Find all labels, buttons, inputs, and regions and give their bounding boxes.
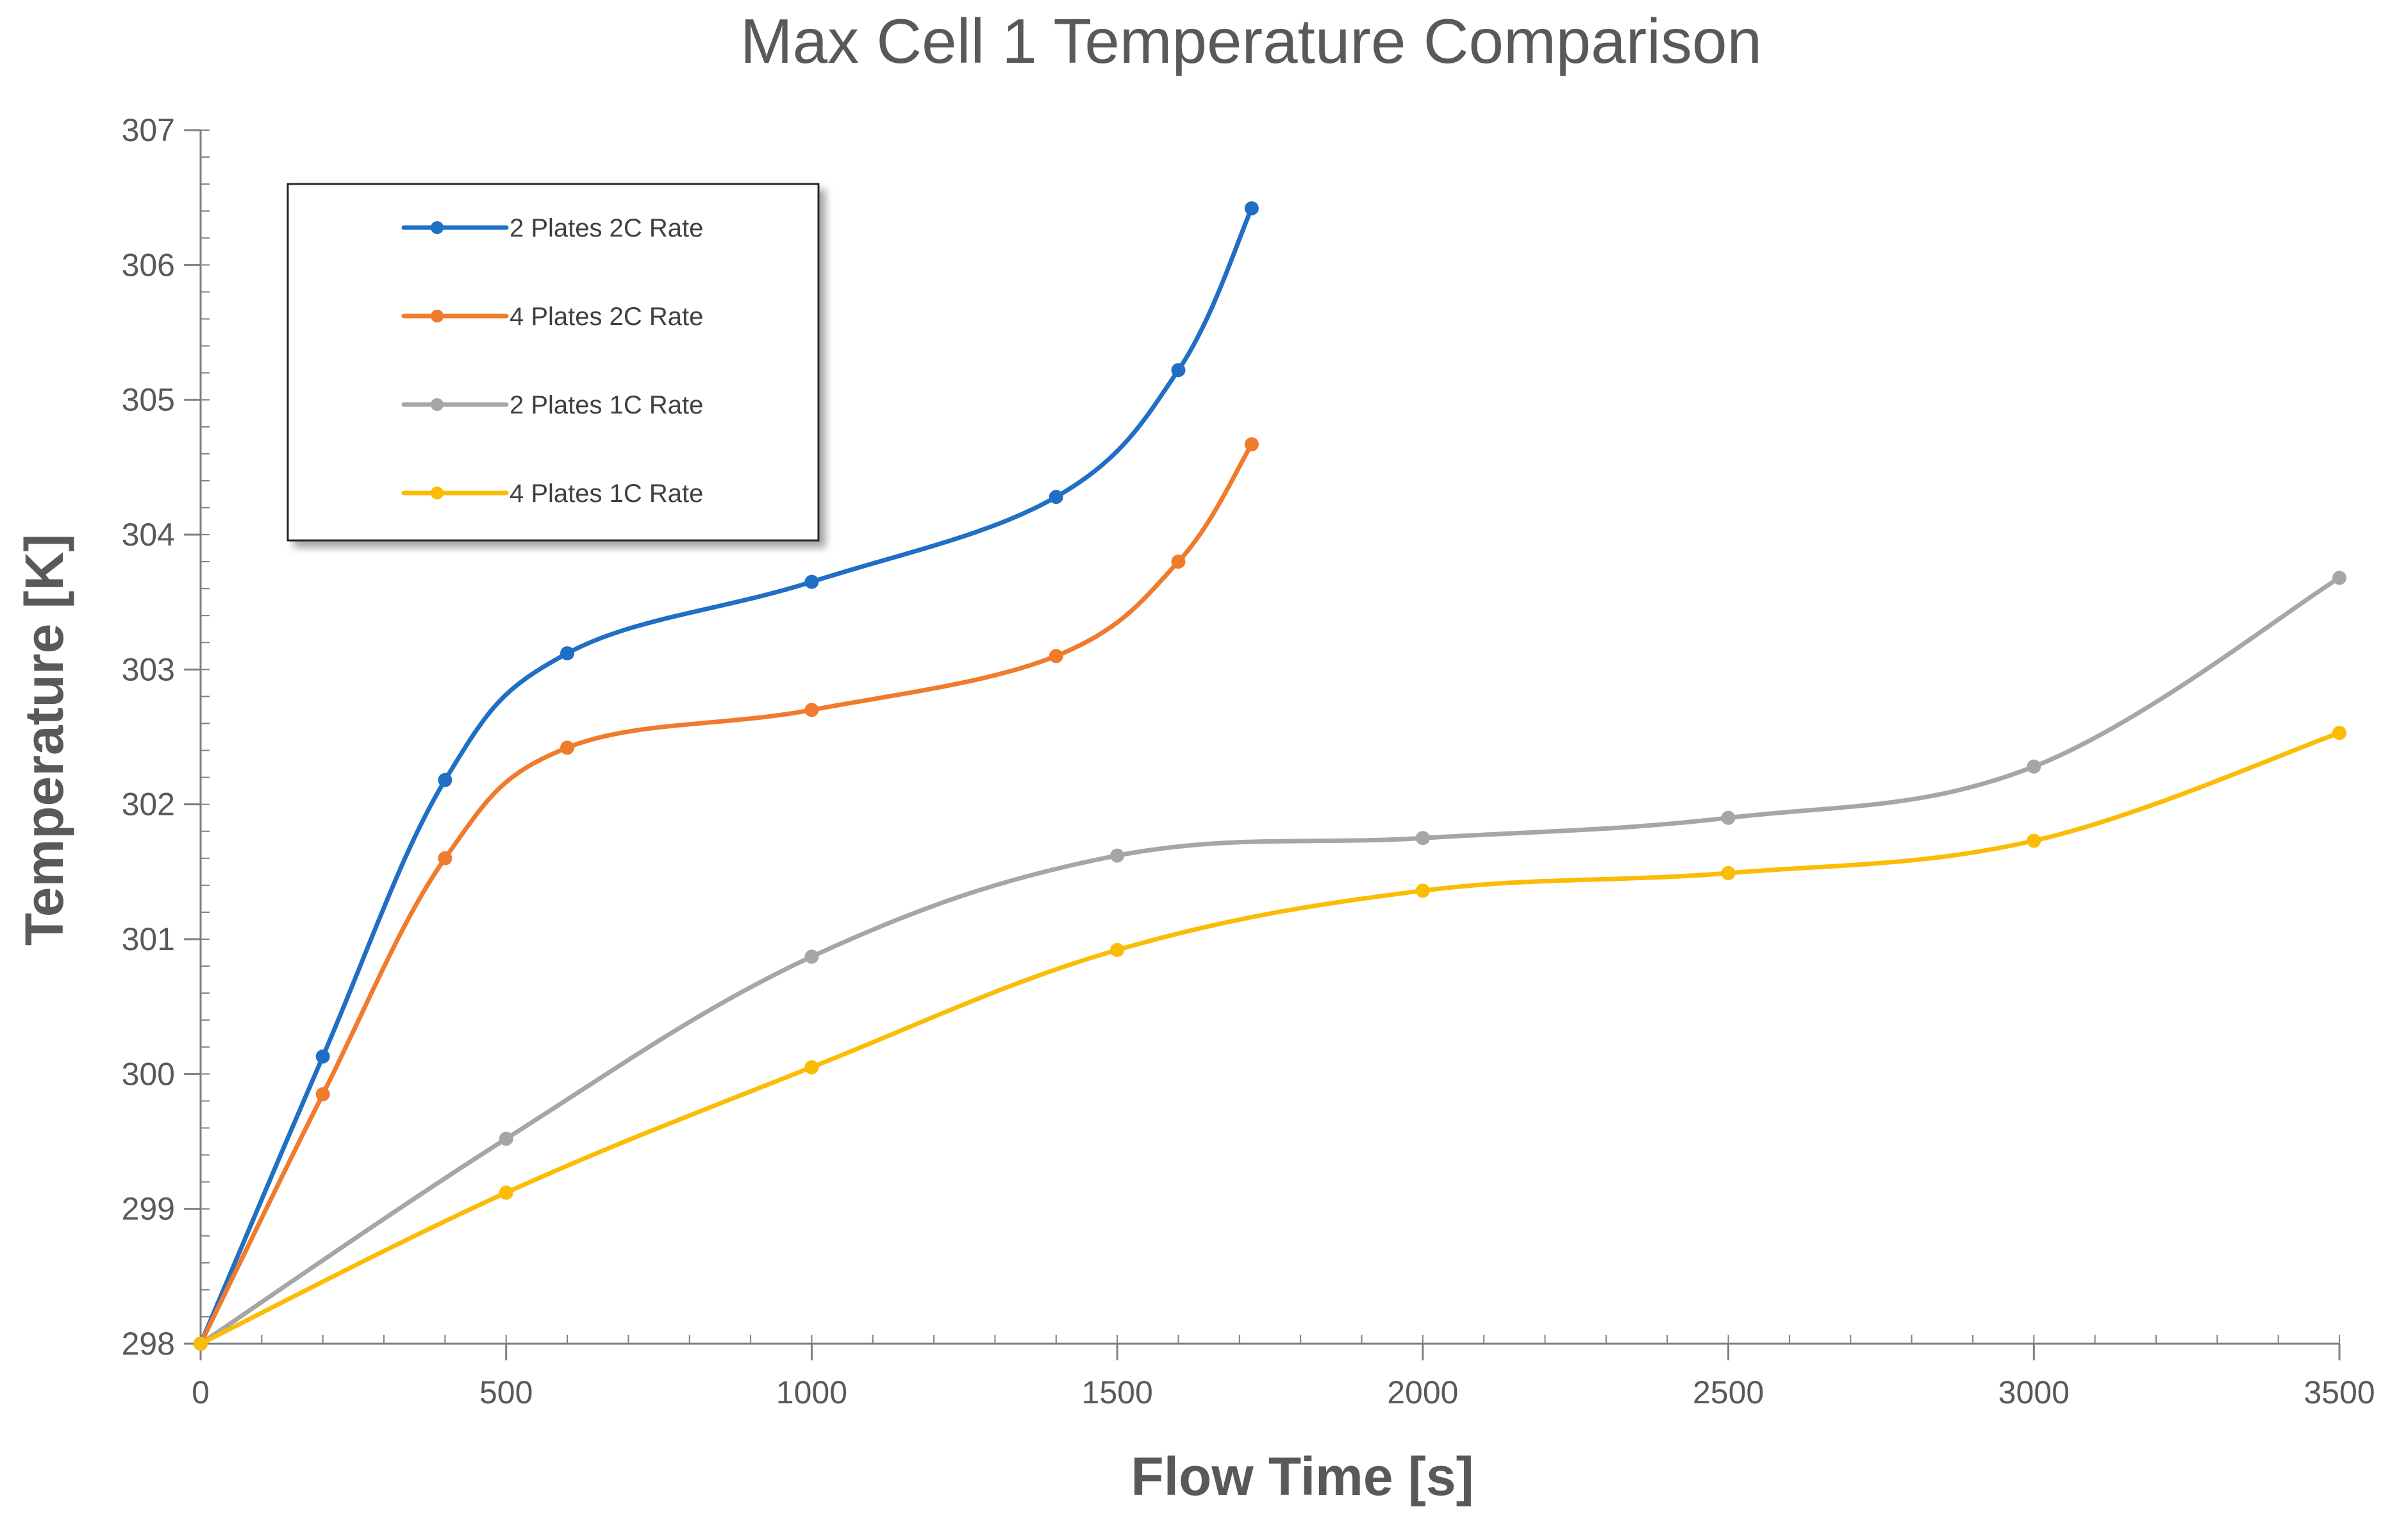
series-4 [194, 726, 2346, 1351]
series-line [198, 730, 2342, 1346]
y-tick-label: 306 [122, 247, 175, 283]
data-point [804, 1060, 819, 1074]
data-point [1415, 883, 1430, 898]
x-tick-label: 3500 [2304, 1374, 2375, 1410]
data-point [499, 1185, 513, 1200]
data-point [194, 1337, 208, 1351]
data-point [2332, 571, 2346, 585]
data-point [1721, 865, 1736, 880]
legend-swatch-marker [431, 310, 444, 322]
y-tick-label: 302 [122, 787, 175, 823]
legend-entries: 2 Plates 2C Rate 4 Plates 2C Rate 2 Plates… [401, 214, 703, 508]
legend-label: 2 Plates 1C Rate [510, 391, 703, 419]
legend-entry: 4 Plates 2C Rate [401, 303, 703, 331]
series-line [198, 575, 2342, 1346]
legend-entry: 2 Plates 1C Rate [401, 391, 703, 419]
x-tick-label: 2500 [1693, 1374, 1764, 1410]
data-point [560, 646, 575, 661]
x-axis-title: Flow Time [s] [1131, 1446, 1474, 1507]
legend-label: 4 Plates 2C Rate [510, 303, 703, 331]
data-point [560, 740, 575, 755]
legend: 2 Plates 2C Rate 4 Plates 2C Rate 2 Plates… [286, 183, 820, 542]
data-point [438, 773, 453, 787]
legend-entry: 2 Plates 2C Rate [401, 214, 703, 242]
y-tick-label: 298 [122, 1326, 175, 1362]
chart-title: Max Cell 1 Temperature Comparison [740, 6, 1762, 76]
data-point [804, 703, 819, 717]
series-2 [194, 437, 1259, 1351]
data-point [1049, 490, 1063, 505]
x-tick-label: 3000 [1998, 1374, 2070, 1410]
data-point [315, 1049, 330, 1064]
series-line [198, 442, 1254, 1346]
data-point [315, 1087, 330, 1101]
x-tick-label: 1000 [776, 1374, 847, 1410]
y-tick-label: 299 [122, 1191, 175, 1227]
data-point [438, 851, 453, 865]
y-tick-label: 300 [122, 1056, 175, 1092]
y-tick-label: 301 [122, 921, 175, 957]
plot-area: 298 299 300 301 302 303 304 305 306 307 0 500 1000 15… [122, 112, 2375, 1410]
y-axis-title: Temperature [K] [14, 534, 74, 946]
data-point [1415, 831, 1430, 846]
x-tick-label: 500 [479, 1374, 533, 1410]
data-point [1244, 201, 1259, 215]
series-group [194, 201, 2346, 1351]
y-tick-label: 307 [122, 112, 175, 148]
y-tick-label: 305 [122, 382, 175, 418]
x-tick-label: 2000 [1387, 1374, 1458, 1410]
legend-swatch-marker [431, 398, 444, 411]
data-point [2027, 833, 2041, 848]
legend-label: 2 Plates 2C Rate [510, 214, 703, 242]
data-point [1244, 437, 1259, 452]
data-point [1110, 848, 1125, 863]
legend-swatch-marker [431, 487, 444, 499]
legend-entry: 4 Plates 1C Rate [401, 480, 703, 508]
data-point [804, 574, 819, 589]
data-point [1110, 942, 1125, 957]
data-point [804, 949, 819, 964]
data-point [1171, 555, 1186, 569]
data-point [1721, 810, 1736, 825]
data-point [2332, 726, 2346, 740]
y-tick-label: 303 [122, 651, 175, 687]
data-point [1171, 363, 1186, 378]
legend-swatch-marker [431, 221, 444, 234]
legend-label: 4 Plates 1C Rate [510, 480, 703, 508]
series-1 [194, 201, 1259, 1351]
data-point [2027, 759, 2041, 774]
data-point [1049, 649, 1063, 664]
y-tick-label: 304 [122, 517, 175, 553]
data-point [499, 1132, 513, 1146]
x-tick-label: 0 [192, 1374, 210, 1410]
legend-box [286, 183, 820, 542]
x-tick-label: 1500 [1082, 1374, 1153, 1410]
